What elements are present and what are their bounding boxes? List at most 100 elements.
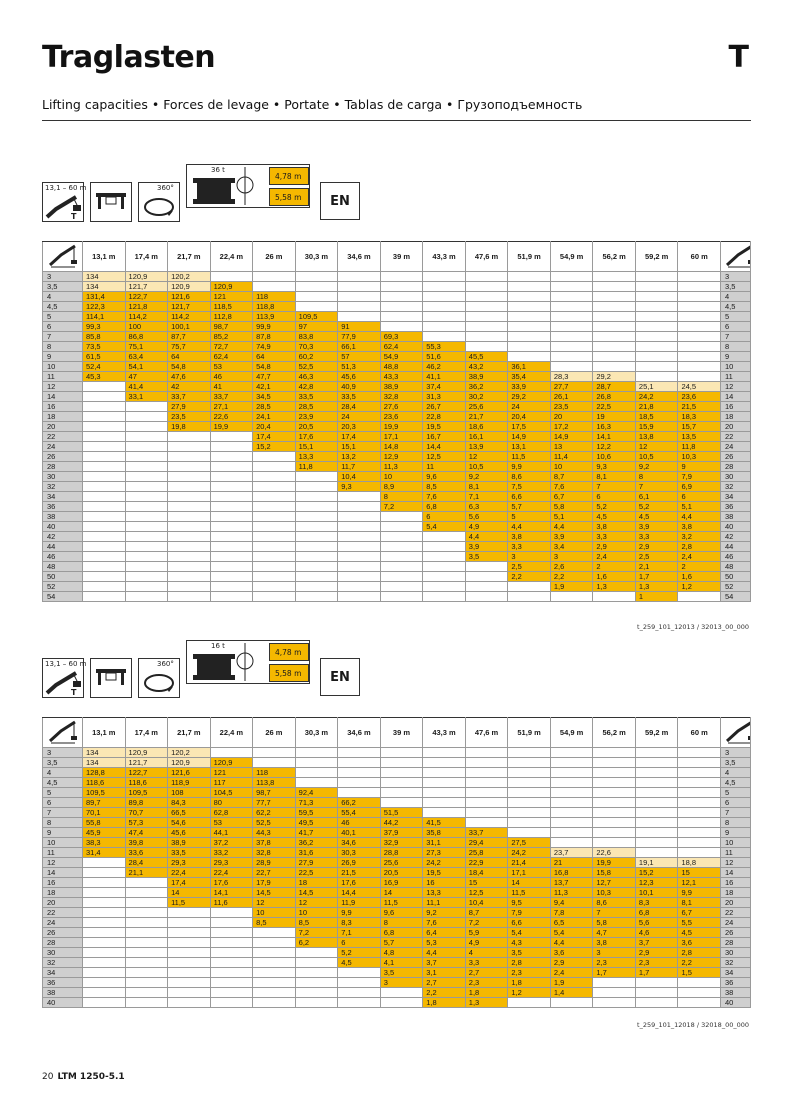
capacity-cell	[252, 927, 296, 938]
capacity-cell: 13,2	[337, 451, 381, 462]
capacity-cell: 21,5	[337, 867, 381, 878]
boom-length-header: 26 m	[252, 241, 296, 272]
capacity-cell: 22,4	[167, 867, 211, 878]
capacity-cell	[124, 441, 169, 452]
capacity-cell: 100,1	[167, 321, 211, 332]
radius-cell: 14	[720, 867, 751, 878]
capacity-cell: 27,7	[549, 381, 594, 392]
capacity-cell	[167, 997, 211, 1008]
capacity-cell	[82, 917, 126, 928]
capacity-cell: 31,1	[422, 837, 466, 848]
capacity-cell	[677, 291, 721, 302]
capacity-cell	[294, 581, 339, 592]
capacity-cell: 3,5	[379, 967, 424, 978]
capacity-cell: 2,2	[422, 987, 466, 998]
boom-length-header: 22,4 m	[209, 241, 254, 272]
radius-cell: 48	[42, 561, 83, 572]
capacity-cell: 46	[209, 371, 254, 382]
capacity-cell: 2,7	[422, 977, 466, 988]
boom-length-header: 39 m	[379, 717, 424, 748]
capacity-cell: 72,7	[209, 341, 254, 352]
capacity-cell	[592, 331, 636, 342]
radius-cell: 28	[720, 461, 751, 472]
radius-cell: 9	[42, 351, 83, 362]
radius-cell: 36	[42, 977, 83, 988]
capacity-cell	[549, 331, 594, 342]
capacity-cell	[167, 907, 211, 918]
capacity-cell	[82, 977, 126, 988]
capacity-cell	[379, 987, 424, 998]
capacity-cell	[549, 797, 594, 808]
radius-cell: 18	[720, 411, 751, 422]
capacity-cell: 37,2	[209, 837, 254, 848]
capacity-cell: 4,4	[549, 521, 594, 532]
capacity-cell: 9,9	[677, 887, 721, 898]
capacity-cell: 7,1	[337, 927, 381, 938]
capacity-cell: 23,5	[549, 401, 594, 412]
capacity-cell	[549, 281, 594, 292]
capacity-cell	[252, 747, 296, 758]
capacity-cell: 2,3	[464, 977, 509, 988]
radius-cell: 5	[720, 787, 751, 798]
capacity-cell	[507, 271, 551, 282]
capacity-cell: 71,3	[294, 797, 339, 808]
capacity-cell: 17,4	[337, 431, 381, 442]
capacity-cell	[592, 787, 636, 798]
capacity-cell: 64	[167, 351, 211, 362]
capacity-cell: 9,3	[337, 481, 381, 492]
capacity-cell	[337, 747, 381, 758]
capacity-cell: 26,1	[549, 391, 594, 402]
capacity-cell: 14,5	[252, 887, 296, 898]
capacity-cell	[167, 441, 211, 452]
radius-cell: 34	[720, 967, 751, 978]
boom-length-header: 59,2 m	[634, 241, 679, 272]
capacity-cell: 118,6	[82, 777, 126, 788]
capacity-cell: 121,8	[124, 301, 169, 312]
capacity-cell	[507, 817, 551, 828]
radius-cell: 44	[720, 541, 751, 552]
capacity-cell	[677, 281, 721, 292]
table-row: 10 52,4 54,1 54,8 53 54,8 52,5 51,3 48,8 46,2 43,2…	[42, 361, 751, 372]
capacity-cell: 16	[422, 877, 466, 888]
capacity-cell: 7,2	[294, 927, 339, 938]
radius-cell: 3,5	[720, 757, 751, 768]
capacity-cell	[422, 541, 466, 552]
capacity-cell: 8,5	[422, 481, 466, 492]
table-row: 5 109,5 109,5 108 104,5 98,7 92,4 5	[42, 787, 751, 798]
radius-cell: 10	[720, 837, 751, 848]
table-row: 14 21,1 22,4 22,4 22,7 22,5 21,5 20,5 19,5 18,4 17…	[42, 867, 751, 878]
capacity-cell: 6,3	[464, 501, 509, 512]
capacity-cell: 49,5	[294, 817, 339, 828]
capacity-cell	[379, 531, 424, 542]
capacity-cell: 1,9	[549, 581, 594, 592]
capacity-cell: 2,1	[634, 561, 679, 572]
capacity-cell: 120,9	[167, 757, 211, 768]
table-row: 11 45,3 47 47,6 46 47,7 46,3 45,6 43,3 41,1 38,9 35…	[42, 371, 751, 382]
capacity-cell	[252, 521, 296, 532]
capacity-cell	[379, 561, 424, 572]
capacity-cell: 120,9	[209, 757, 254, 768]
table-row: 16 17,4 17,6 17,9 18 17,6 16,9 16 15 14 13,7 12,7 12…	[42, 877, 751, 888]
capacity-cell: 5,4	[507, 927, 551, 938]
table-row: 24 15,2 15,1 15,1 14,8 14,4 13,9 13,1 13 12,2 12 11…	[42, 441, 751, 452]
load-chart-table-2: 13,1 m 17,4 m 21,7 m 22,4 m 26 m 30,3 m 34,6 m…	[42, 717, 751, 1008]
counterweight-option: 4,78 m	[269, 643, 309, 661]
capacity-cell: 41,4	[124, 381, 169, 392]
capacity-cell: 121	[209, 291, 254, 302]
capacity-cell: 2,6	[549, 561, 594, 572]
capacity-cell	[422, 581, 466, 592]
capacity-cell: 18	[294, 877, 339, 888]
capacity-cell: 5,8	[592, 917, 636, 928]
capacity-cell	[464, 787, 509, 798]
capacity-cell: 1,4	[549, 987, 594, 998]
capacity-cell	[337, 541, 381, 552]
radius-cell: 4,5	[720, 777, 751, 788]
capacity-cell	[124, 431, 169, 442]
table-row: 4,5 118,6 118,6 118,9 117 113,8 4,5	[42, 777, 751, 788]
capacity-cell	[634, 787, 679, 798]
radius-cell: 14	[720, 391, 751, 402]
capacity-cell: 10,4	[464, 897, 509, 908]
table-row: 26 7,2 7,1 6,8 6,4 5,9 5,4 5,4 4,7 4,6 4,5 26	[42, 927, 751, 938]
capacity-cell	[549, 747, 594, 758]
capacity-cell	[337, 977, 381, 988]
